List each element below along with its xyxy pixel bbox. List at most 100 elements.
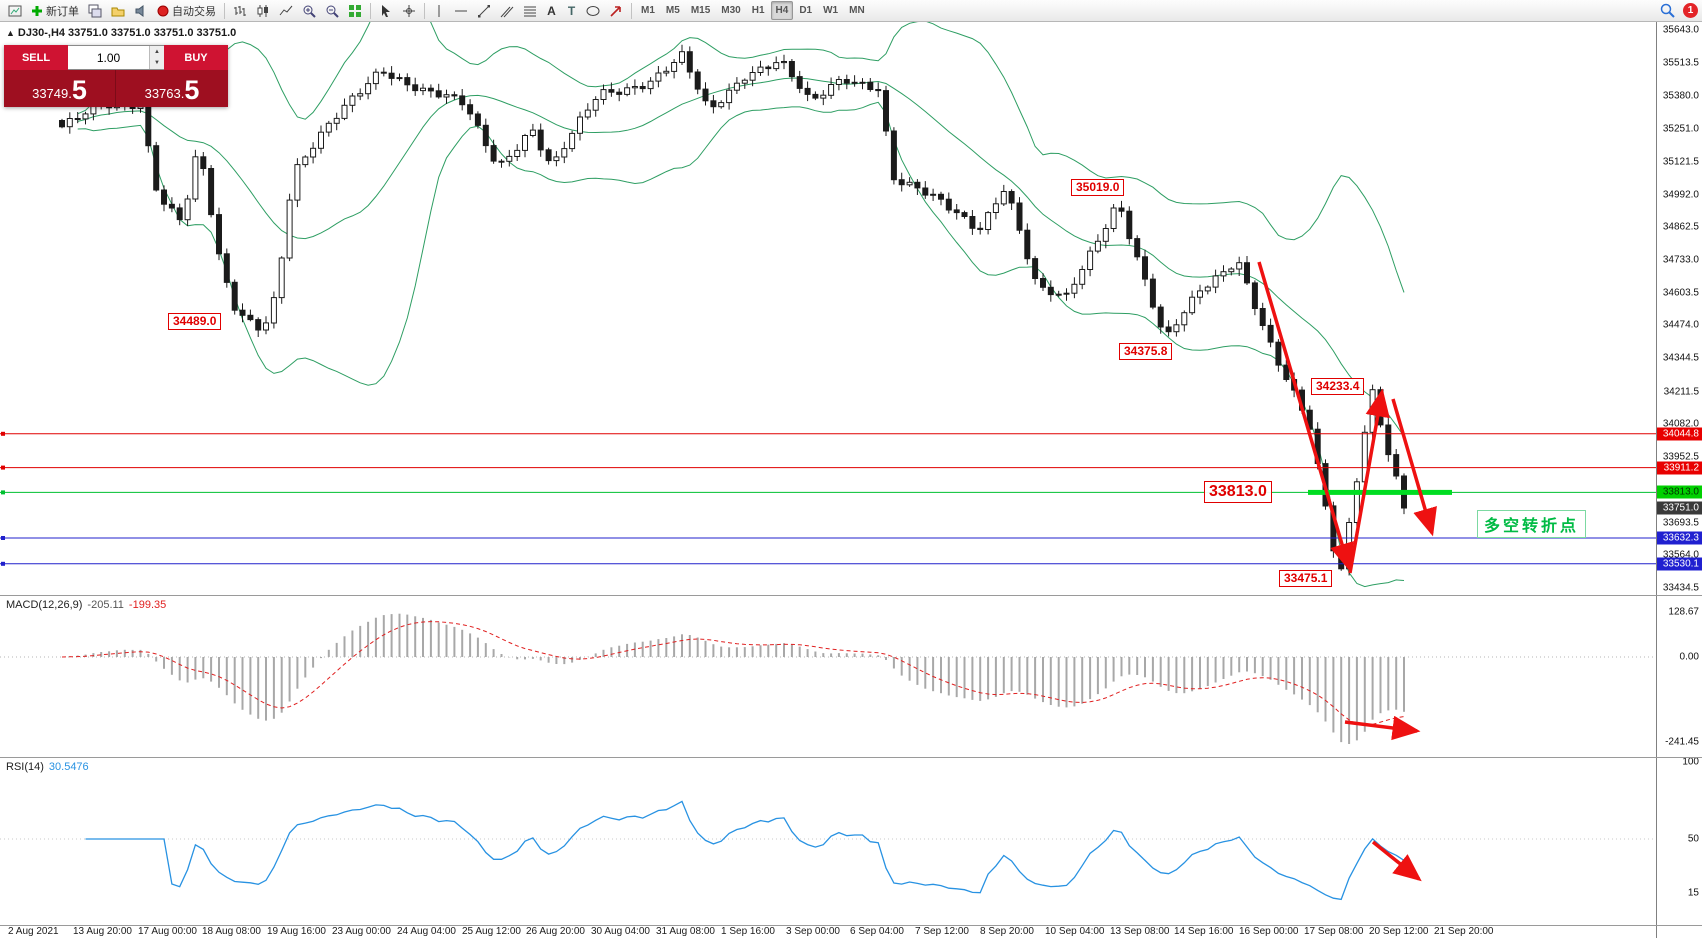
time-label: 24 Aug 04:00 bbox=[397, 926, 456, 937]
text-button[interactable]: A bbox=[542, 1, 561, 20]
timeframe-h4-button[interactable]: H4 bbox=[770, 1, 794, 20]
macd-signal-line bbox=[61, 621, 1405, 727]
timeframe-mn-button[interactable]: MN bbox=[844, 1, 870, 20]
macd-panel-separator[interactable] bbox=[0, 595, 1702, 596]
indicator-scale-tick: 15 bbox=[1687, 887, 1699, 899]
tile-windows-button[interactable] bbox=[344, 1, 366, 20]
channel-button[interactable] bbox=[496, 1, 518, 20]
sell-price-button[interactable]: 33749. 5 bbox=[4, 70, 116, 107]
chart-collapse-icon[interactable]: ▲ bbox=[6, 28, 15, 38]
search-button[interactable] bbox=[1656, 1, 1679, 20]
fibonacci-icon bbox=[524, 6, 536, 16]
sell-button[interactable]: SELL bbox=[4, 45, 68, 70]
macd-indicator-panel[interactable] bbox=[0, 596, 1656, 756]
turning-point-label[interactable]: 多空转折点 bbox=[1477, 510, 1587, 538]
auto-trading-icon bbox=[157, 5, 169, 16]
buy-price-big-digit: 5 bbox=[184, 75, 200, 105]
price-scale[interactable]: 35643.0 35513.5 35380.0 35251.0 35121.5 34992… bbox=[1656, 22, 1702, 938]
time-label: 18 Aug 08:00 bbox=[202, 926, 261, 937]
lot-size-input[interactable] bbox=[68, 46, 149, 69]
timeframe-m1-button[interactable]: M1 bbox=[636, 1, 660, 20]
time-label: 16 Sep 00:00 bbox=[1239, 926, 1299, 937]
timeframe-m15-button[interactable]: M15 bbox=[686, 1, 715, 20]
indicator-scale-tick: 0.00 bbox=[1679, 651, 1699, 663]
lot-increase-button[interactable]: ▲ bbox=[150, 46, 164, 58]
macd-histogram bbox=[68, 613, 1405, 744]
price-badge: 33751.0 bbox=[1657, 501, 1702, 515]
rsi-panel-separator[interactable] bbox=[0, 757, 1702, 758]
price-tick: 35380.0 bbox=[1662, 90, 1699, 102]
arrows-tool-button[interactable] bbox=[605, 1, 627, 20]
sell-price-main: 33749. bbox=[32, 86, 72, 101]
timeframe-w1-button[interactable]: W1 bbox=[818, 1, 843, 20]
crosshair-icon bbox=[403, 4, 415, 17]
candlestick-button[interactable] bbox=[252, 1, 274, 20]
crosshair-button[interactable] bbox=[398, 1, 420, 20]
shapes-button[interactable] bbox=[582, 1, 604, 20]
channel-icon bbox=[500, 6, 514, 17]
price-tick: 33434.5 bbox=[1662, 582, 1699, 594]
price-tick: 34733.0 bbox=[1662, 254, 1699, 266]
toolbar: 新订单 自动交易 A T M1 M5 M15 M30 H1 H4 D1 W1 M… bbox=[0, 0, 1702, 22]
price-annotation[interactable]: 34375.8 bbox=[1119, 343, 1173, 360]
indicator-scale-tick: 50 bbox=[1687, 833, 1699, 845]
buy-price-button[interactable]: 33763. 5 bbox=[116, 70, 228, 107]
notification-badge[interactable]: 1 bbox=[1683, 3, 1698, 18]
price-tick: 33564.0 bbox=[1662, 549, 1699, 561]
price-tick: 34862.5 bbox=[1662, 221, 1699, 233]
time-label: 26 Aug 20:00 bbox=[526, 926, 585, 937]
alerts-button[interactable] bbox=[130, 1, 152, 20]
tile-windows-icon bbox=[349, 4, 361, 17]
time-label: 1 Sep 16:00 bbox=[721, 926, 775, 937]
zoom-out-button[interactable] bbox=[321, 1, 343, 20]
zoom-in-button[interactable] bbox=[298, 1, 320, 20]
profiles-icon bbox=[111, 7, 125, 16]
plus-icon bbox=[32, 5, 42, 16]
price-annotation[interactable]: 34233.4 bbox=[1311, 378, 1365, 395]
zoom-in-icon bbox=[303, 5, 316, 18]
line-chart-icon bbox=[279, 5, 293, 15]
time-label: 13 Aug 20:00 bbox=[73, 926, 132, 937]
price-annotation[interactable]: 33475.1 bbox=[1279, 570, 1333, 587]
timeframe-h1-button[interactable]: H1 bbox=[747, 1, 770, 20]
new-order-button[interactable]: 新订单 bbox=[27, 1, 83, 20]
new-chart-button[interactable] bbox=[4, 1, 26, 20]
timeframe-m30-button[interactable]: M30 bbox=[716, 1, 745, 20]
toolbar-separator bbox=[631, 2, 632, 19]
horizontal-level-lines[interactable] bbox=[0, 431, 1656, 566]
time-axis[interactable]: 2 Aug 2021 13 Aug 20:00 17 Aug 00:00 18 Aug… bbox=[0, 926, 1656, 938]
time-label: 23 Aug 00:00 bbox=[332, 926, 391, 937]
price-tick: 33693.5 bbox=[1662, 517, 1699, 529]
price-annotation[interactable]: 33813.0 bbox=[1204, 481, 1272, 503]
rsi-indicator-panel[interactable] bbox=[0, 758, 1656, 924]
turning-point-highlight-line[interactable] bbox=[1308, 489, 1452, 495]
fibonacci-button[interactable] bbox=[519, 1, 541, 20]
profiles-button[interactable] bbox=[107, 1, 129, 20]
timeframe-d1-button[interactable]: D1 bbox=[794, 1, 817, 20]
line-chart-button[interactable] bbox=[275, 1, 297, 20]
new-order-label: 新订单 bbox=[46, 5, 79, 18]
price-tick: 34603.5 bbox=[1662, 287, 1699, 299]
price-annotation[interactable]: 35019.0 bbox=[1071, 179, 1125, 196]
main-price-chart[interactable] bbox=[0, 22, 1656, 595]
timeframe-m5-button[interactable]: M5 bbox=[661, 1, 685, 20]
price-badge: 34044.8 bbox=[1657, 427, 1702, 441]
buy-button[interactable]: BUY bbox=[164, 45, 228, 70]
auto-trading-button[interactable]: 自动交易 bbox=[153, 1, 220, 20]
price-tick: 35121.5 bbox=[1662, 156, 1699, 168]
time-axis-separator bbox=[0, 925, 1702, 926]
price-badge: 33813.0 bbox=[1657, 485, 1702, 499]
label-button[interactable]: T bbox=[562, 1, 581, 20]
horizontal-line-button[interactable] bbox=[450, 1, 472, 20]
price-tick: 34992.0 bbox=[1662, 189, 1699, 200]
indicator-scale-tick: 100 bbox=[1682, 756, 1699, 768]
vertical-line-button[interactable] bbox=[429, 1, 449, 20]
cursor-button[interactable] bbox=[375, 1, 397, 20]
lot-decrease-button[interactable]: ▼ bbox=[150, 57, 164, 69]
bar-chart-button[interactable] bbox=[229, 1, 251, 20]
label-tool-icon: T bbox=[567, 3, 576, 18]
price-annotation[interactable]: 34489.0 bbox=[168, 313, 222, 330]
chart-windows-button[interactable] bbox=[84, 1, 106, 20]
trendline-button[interactable] bbox=[473, 1, 495, 20]
